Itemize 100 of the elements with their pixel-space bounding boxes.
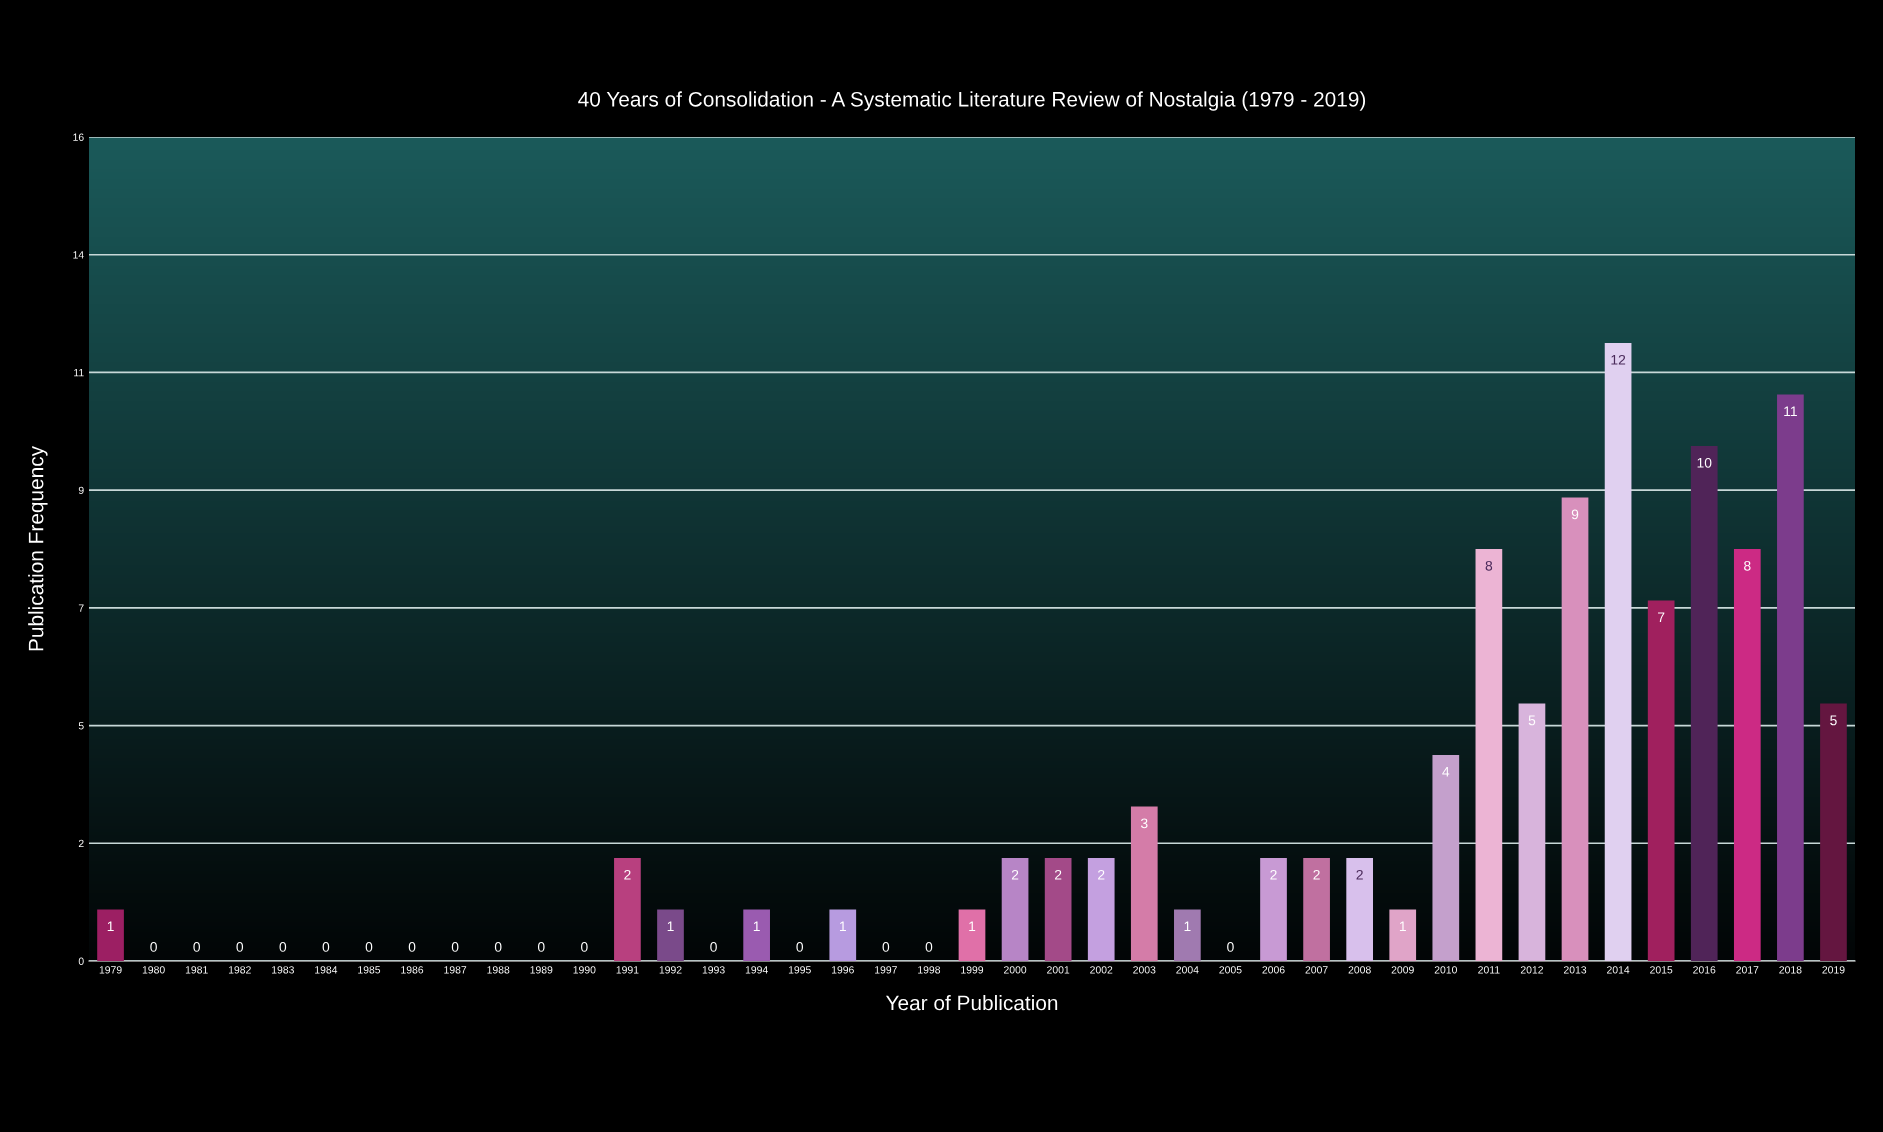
- x-tick-label: 1989: [530, 966, 553, 974]
- bar: [829, 909, 857, 961]
- data-label: 2: [624, 869, 631, 880]
- x-tick-label: 1980: [142, 966, 165, 974]
- x-tick-label: 1995: [788, 966, 811, 974]
- x-tick-label: 2019: [1822, 966, 1845, 974]
- x-tick-label: 1992: [659, 966, 682, 974]
- x-tick-label: 2003: [1133, 966, 1156, 974]
- x-tick-label: 2013: [1563, 966, 1587, 974]
- bar: [1432, 755, 1460, 961]
- data-label: 0: [796, 942, 804, 952]
- bar: [1604, 343, 1632, 961]
- bar: [1389, 909, 1417, 961]
- bar: [1647, 600, 1675, 961]
- bar: [1518, 703, 1546, 961]
- data-label: 2: [1054, 869, 1062, 880]
- x-tick-label: 1982: [228, 966, 251, 974]
- data-label: 1: [107, 921, 114, 932]
- x-tick-label: 1991: [616, 966, 639, 974]
- data-label: 0: [451, 942, 459, 952]
- data-label: 1: [969, 921, 976, 932]
- x-tick-label: 2009: [1391, 966, 1414, 974]
- y-tick-label: 16: [73, 133, 84, 141]
- y-tick-label: 7: [78, 604, 84, 612]
- x-tick-label: 1979: [99, 966, 122, 974]
- bar: [1777, 394, 1804, 961]
- x-tick-label: 2015: [1650, 966, 1673, 974]
- y-tick-label: 0: [78, 957, 84, 965]
- data-label: 4: [1442, 767, 1450, 777]
- y-axis-title: Publication Frequency: [28, 445, 48, 651]
- bar: [1475, 549, 1503, 961]
- x-tick-label: 2001: [1047, 966, 1070, 974]
- x-tick-label: 1986: [401, 966, 424, 974]
- chart-title: 40 Years of Consolidation - A Systematic Literature Review of Nostalgia (1979 - 2019): [578, 91, 1366, 111]
- bar: [1561, 497, 1589, 961]
- data-label: 3: [1140, 818, 1148, 829]
- data-label: 9: [1571, 509, 1579, 520]
- x-tick-label: 2018: [1779, 966, 1802, 974]
- bar: [1303, 858, 1330, 961]
- x-tick-label: 1998: [918, 966, 941, 974]
- y-tick-label: 2: [78, 839, 84, 848]
- bar: [1087, 858, 1115, 961]
- data-label: 2: [1356, 869, 1363, 880]
- x-tick-label: 1981: [185, 966, 208, 974]
- data-label: 1: [839, 921, 846, 932]
- data-label: 2: [1313, 869, 1320, 880]
- x-tick-label: 1997: [875, 966, 897, 974]
- y-tick-label: 11: [74, 369, 84, 377]
- x-tick-label: 2002: [1090, 966, 1113, 974]
- data-label: 0: [365, 942, 373, 952]
- bar: [614, 858, 641, 961]
- data-label: 2: [1011, 869, 1019, 880]
- bar: [1130, 806, 1158, 961]
- bar: [1044, 858, 1072, 961]
- data-label: 0: [150, 942, 157, 952]
- x-tick-label: 1983: [272, 966, 294, 974]
- data-label: 0: [236, 942, 244, 952]
- x-tick-label: 2004: [1176, 966, 1199, 974]
- data-label: 0: [710, 942, 717, 952]
- x-tick-label: 2016: [1693, 966, 1716, 974]
- x-tick-label: 1996: [831, 966, 854, 974]
- x-tick-label: 2017: [1736, 966, 1759, 974]
- data-label: 8: [1485, 560, 1493, 571]
- bar: [97, 909, 124, 961]
- y-tick-label: 14: [73, 251, 84, 259]
- data-label: 0: [1227, 942, 1234, 952]
- x-tick-label: 2010: [1434, 966, 1457, 974]
- bar: [1733, 549, 1761, 961]
- data-label: 12: [1611, 354, 1626, 365]
- x-tick-label: 2014: [1607, 966, 1630, 974]
- data-label: 0: [925, 942, 933, 952]
- x-tick-label: 2008: [1348, 966, 1371, 974]
- data-label: 5: [1830, 715, 1837, 726]
- data-label: 7: [1658, 612, 1665, 623]
- bar: [1820, 703, 1847, 961]
- y-tick-label: 5: [78, 722, 84, 730]
- x-tick-label: 1990: [573, 966, 596, 974]
- x-axis-title: Year of Publication: [885, 995, 1058, 1011]
- x-tick-label: 1985: [358, 966, 381, 974]
- data-label: 0: [494, 942, 502, 952]
- data-label: 0: [537, 942, 545, 952]
- x-tick-label: 1988: [487, 966, 510, 974]
- data-label: 0: [279, 942, 287, 952]
- data-label: 2: [1098, 869, 1105, 880]
- x-tick-label: 2012: [1520, 966, 1544, 974]
- x-tick-label: 2011: [1478, 966, 1500, 974]
- data-label: 5: [1528, 715, 1536, 726]
- data-label: 1: [667, 921, 674, 932]
- data-label: 2: [1270, 869, 1277, 880]
- bar: [1690, 446, 1718, 961]
- data-label: 8: [1744, 560, 1751, 571]
- x-tick-label: 1994: [745, 966, 768, 974]
- x-tick-label: 2007: [1305, 966, 1328, 974]
- data-label: 11: [1784, 406, 1797, 417]
- x-tick-label: 1993: [702, 966, 725, 974]
- x-tick-label: 1999: [961, 966, 984, 974]
- x-tick-label: 1984: [315, 966, 338, 974]
- data-label: 1: [753, 921, 760, 932]
- data-label: 1: [1399, 921, 1406, 932]
- bar: [1001, 858, 1029, 961]
